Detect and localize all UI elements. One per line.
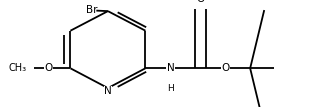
Text: CH₃: CH₃ bbox=[9, 63, 27, 73]
Text: H: H bbox=[167, 84, 174, 93]
Text: O: O bbox=[221, 63, 229, 73]
Text: N: N bbox=[167, 63, 174, 73]
Text: O: O bbox=[196, 0, 204, 5]
Text: N: N bbox=[104, 86, 112, 96]
Text: Br: Br bbox=[86, 5, 98, 15]
Text: O: O bbox=[44, 63, 53, 73]
